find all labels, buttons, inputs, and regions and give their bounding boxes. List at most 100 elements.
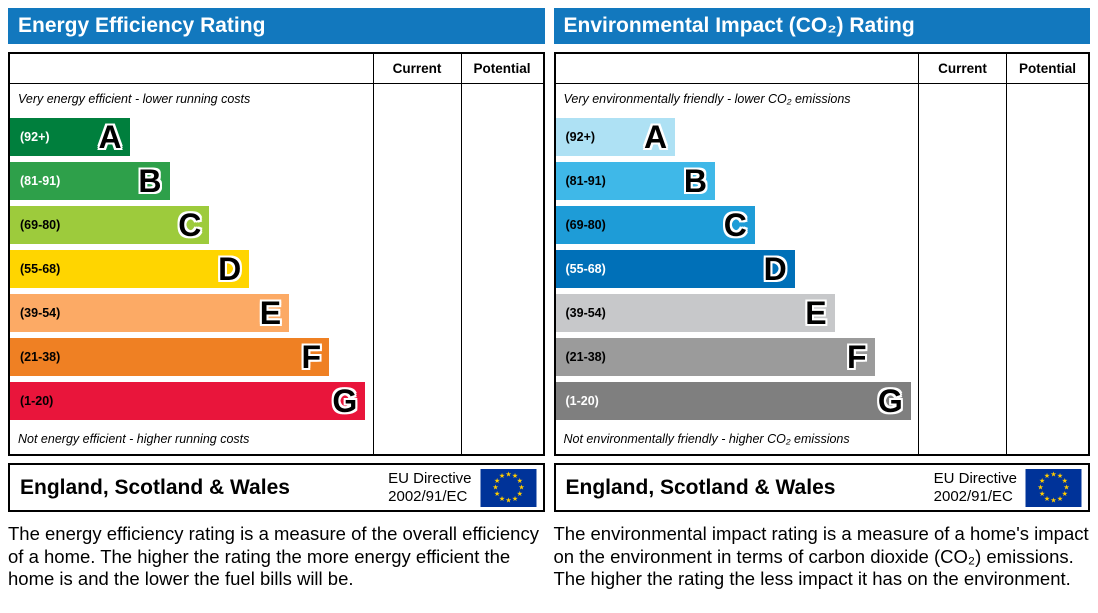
eu-flag-icon: ★ ★★ ★★★ ★★★ ★★★ [480, 468, 536, 507]
bottom-note: Not energy efficient - higher running co… [18, 432, 250, 446]
eu-directive-label: EU Directive 2002/91/EC [933, 470, 1017, 505]
band-range-label: (39-54) [20, 306, 61, 320]
bottom-note: Not environmentally friendly - higher CO… [563, 432, 850, 446]
band-letter: A [644, 119, 668, 155]
svg-text:★: ★ [505, 470, 511, 478]
svg-text:★: ★ [494, 490, 500, 498]
band-a: (92+) A [10, 118, 130, 156]
svg-text:★: ★ [1039, 477, 1045, 485]
epc-charts-page: Energy Efficiency Rating Current Potenti… [8, 8, 1090, 591]
band-range-label: (1-20) [565, 394, 599, 408]
svg-text:★: ★ [1037, 483, 1043, 491]
svg-text:★: ★ [1044, 472, 1050, 480]
corner-cell [555, 54, 918, 84]
band-letter: G [332, 383, 358, 419]
bands-area: Very environmentally friendly - lower CO… [555, 84, 919, 454]
band-letter: D [763, 251, 787, 287]
band-letter: E [805, 295, 827, 331]
region-label: England, Scotland & Wales [565, 475, 836, 499]
energy-rating-chart: Current Potential Very energy efficient … [8, 52, 545, 456]
energy-efficiency-panel: Energy Efficiency Rating Current Potenti… [8, 8, 545, 591]
environmental-impact-panel: Environmental Impact (CO₂) Rating Curren… [553, 8, 1090, 591]
svg-text:★: ★ [1057, 494, 1063, 502]
potential-column-header: Potential [1006, 54, 1088, 84]
region-footer: England, Scotland & Wales EU Directive 2… [553, 463, 1090, 512]
potential-column [460, 84, 543, 454]
band-letter: D [218, 251, 242, 287]
eu-directive-label: EU Directive 2002/91/EC [388, 470, 472, 505]
svg-text:★: ★ [511, 494, 517, 502]
svg-text:★: ★ [516, 490, 522, 498]
svg-text:★: ★ [498, 472, 504, 480]
band-range-label: (55-68) [565, 262, 606, 276]
band-b: (81-91) B [10, 162, 170, 200]
environmental-description: The environmental impact rating is a mea… [553, 523, 1089, 590]
svg-text:★: ★ [518, 483, 524, 491]
eu-flag-icon: ★ ★★ ★★★ ★★★ ★★★ [1025, 468, 1082, 507]
band-b: (81-91) B [555, 162, 715, 200]
svg-text:★: ★ [498, 494, 504, 502]
band-letter: B [138, 163, 162, 199]
top-note: Very environmentally friendly - lower CO… [563, 92, 851, 106]
band-f: (21-38) F [555, 338, 875, 376]
current-column-header: Current [918, 54, 1006, 84]
band-d: (55-68) D [10, 250, 250, 288]
band-range-label: (69-80) [20, 218, 61, 232]
potential-column-header: Potential [460, 54, 543, 84]
band-d: (55-68) D [555, 250, 795, 288]
band-letter: B [683, 163, 707, 199]
panel-title: Environmental Impact (CO₂) Rating [553, 8, 1090, 44]
band-f: (21-38) F [10, 338, 329, 376]
band-range-label: (1-20) [20, 394, 54, 408]
band-list: (92+) A (81-91) B (69-80) C (55-68) D [10, 112, 373, 426]
band-g: (1-20) G [555, 382, 911, 420]
band-letter: E [259, 295, 282, 331]
svg-text:★: ★ [1050, 470, 1056, 478]
band-range-label: (21-38) [20, 350, 61, 364]
svg-text:★: ★ [1063, 483, 1069, 491]
band-list: (92+) A (81-91) B (69-80) C (55-68) D [555, 112, 919, 426]
band-letter: A [98, 119, 122, 155]
band-c: (69-80) C [555, 206, 755, 244]
band-letter: G [877, 383, 903, 419]
top-note: Very energy efficient - lower running co… [18, 92, 251, 106]
potential-column [1006, 84, 1088, 454]
band-range-label: (55-68) [20, 262, 61, 276]
band-range-label: (69-80) [565, 218, 606, 232]
band-letter: C [723, 207, 747, 243]
corner-cell [10, 54, 373, 84]
band-a: (92+) A [555, 118, 676, 156]
region-label: England, Scotland & Wales [20, 475, 290, 499]
panel-title: Energy Efficiency Rating [8, 8, 545, 44]
band-range-label: (81-91) [565, 174, 606, 188]
band-range-label: (21-38) [565, 350, 606, 364]
current-column-header: Current [372, 54, 461, 84]
svg-text:★: ★ [516, 477, 522, 485]
band-range-label: (39-54) [565, 306, 606, 320]
svg-text:★: ★ [1062, 477, 1068, 485]
band-g: (1-20) G [10, 382, 366, 420]
band-range-label: (92+) [20, 130, 50, 144]
svg-text:★: ★ [1062, 490, 1068, 498]
band-range-label: (92+) [565, 130, 596, 144]
svg-text:★: ★ [505, 496, 511, 504]
svg-text:★: ★ [1050, 496, 1056, 504]
band-letter: F [301, 339, 321, 375]
band-letter: C [178, 207, 202, 243]
svg-text:★: ★ [492, 483, 498, 491]
environmental-rating-chart: Current Potential Very environmentally f… [553, 52, 1090, 456]
band-range-label: (81-91) [20, 174, 61, 188]
band-e: (39-54) E [555, 294, 835, 332]
energy-description: The energy efficiency rating is a measur… [8, 523, 539, 590]
bands-area: Very energy efficient - lower running co… [10, 84, 373, 454]
svg-text:★: ★ [1039, 490, 1045, 498]
region-footer: England, Scotland & Wales EU Directive 2… [8, 463, 545, 512]
svg-text:★: ★ [511, 472, 517, 480]
svg-text:★: ★ [1057, 472, 1063, 480]
current-column [918, 84, 1006, 454]
band-e: (39-54) E [10, 294, 290, 332]
band-letter: F [846, 339, 867, 375]
svg-text:★: ★ [494, 477, 500, 485]
band-c: (69-80) C [10, 206, 210, 244]
current-column [372, 84, 461, 454]
